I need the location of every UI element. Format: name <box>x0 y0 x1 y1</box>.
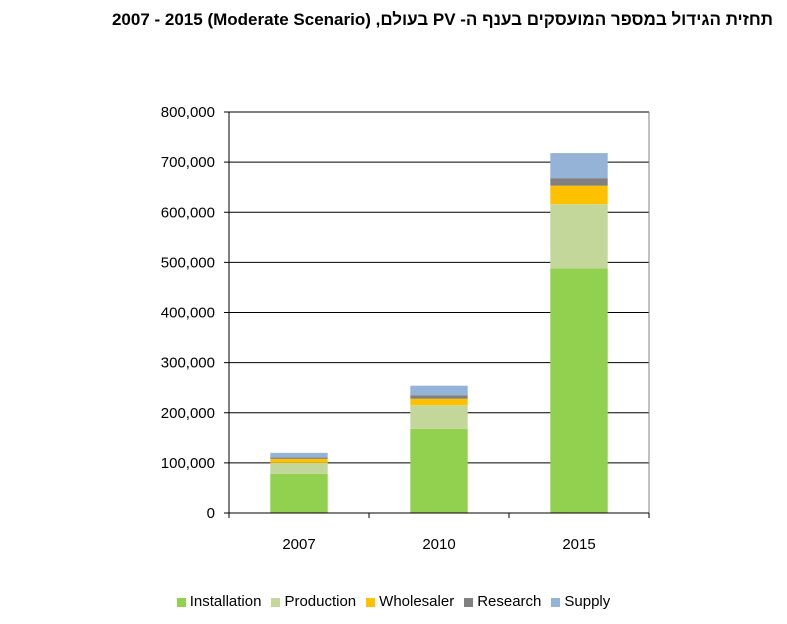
x-tick-labels: 2007 2010 2015 <box>282 536 595 553</box>
legend-item-research: Research <box>464 592 541 612</box>
stacked-bar-chart: 0 100,000 200,000 300,000 400,000 500,000 600,… <box>161 104 650 553</box>
legend-swatch <box>464 597 474 607</box>
y-tick-label: 500,000 <box>161 254 215 271</box>
legend-swatch <box>551 597 561 607</box>
y-tick-label: 100,000 <box>161 455 215 472</box>
legend-item-installation: Installation <box>176 592 262 612</box>
x-tick-label: 2010 <box>422 536 455 553</box>
bar-segment-installation <box>410 428 468 513</box>
legend-item-supply: Supply <box>551 592 610 612</box>
x-tick-label: 2015 <box>562 536 595 553</box>
bar-segment-wholesaler <box>270 458 328 463</box>
bar-segment-supply <box>410 385 468 396</box>
legend-swatch <box>271 597 281 607</box>
bar-segment-production <box>410 405 468 429</box>
legend-item-wholesaler: Wholesaler <box>366 592 454 612</box>
chart-title: תחזית הגידול במספר המועסקים בענף ה- PV ב… <box>111 10 773 29</box>
bar-segment-wholesaler <box>410 398 468 406</box>
bar-segment-installation <box>550 268 608 513</box>
axes <box>224 111 650 518</box>
y-tick-label: 200,000 <box>161 405 215 422</box>
x-tick-label: 2007 <box>282 536 315 553</box>
bar-segment-supply <box>550 153 608 179</box>
bars <box>270 153 608 513</box>
bar-segment-production <box>550 204 608 269</box>
legend-swatch <box>366 597 376 607</box>
legend-label: Research <box>477 593 542 610</box>
bar-segment-installation <box>270 473 328 513</box>
y-tick-label: 600,000 <box>161 204 215 221</box>
bar-segment-supply <box>270 452 328 458</box>
y-tick-labels: 0 100,000 200,000 300,000 400,000 500,000 600,… <box>161 104 215 522</box>
y-tick-label: 400,000 <box>161 305 215 322</box>
bar-segment-research <box>550 178 608 186</box>
legend-label: Supply <box>564 593 611 610</box>
bar-segment-research <box>410 395 468 399</box>
legend-label: Wholesaler <box>379 593 455 610</box>
bar-segment-wholesaler <box>550 185 608 205</box>
y-tick-label: 0 <box>207 505 215 522</box>
legend-label: Production <box>284 593 357 610</box>
legend: Installation Production Wholesaler Research… <box>0 592 787 612</box>
bar-segment-research <box>270 457 328 459</box>
y-tick-label: 300,000 <box>161 355 215 372</box>
legend-label: Installation <box>189 593 262 610</box>
bar-segment-production <box>270 462 328 474</box>
legend-item-production: Production <box>271 592 356 612</box>
y-tick-label: 800,000 <box>161 104 215 121</box>
y-tick-label: 700,000 <box>161 154 215 171</box>
legend-swatch <box>176 597 186 607</box>
